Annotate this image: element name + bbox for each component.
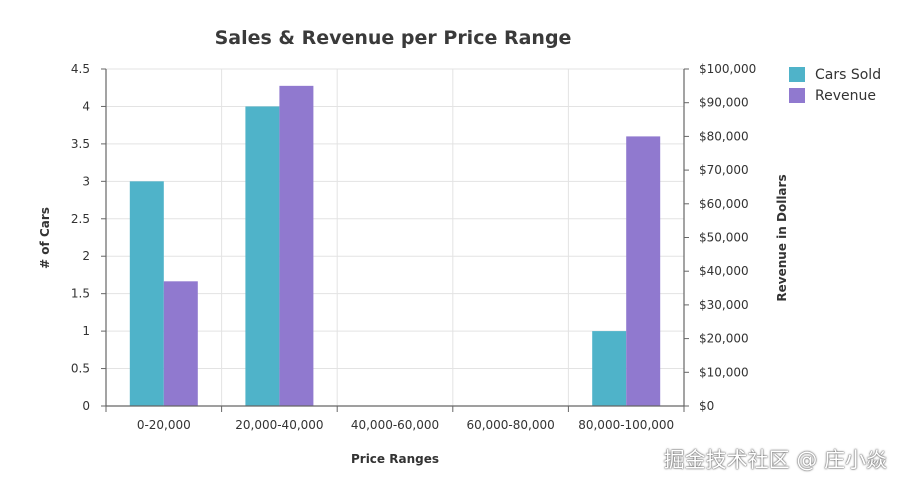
y-tick-label: 0.5 (71, 362, 90, 376)
legend-label: Cars Sold (815, 67, 881, 83)
y2-tick-label: $10,000 (699, 365, 749, 379)
y-tick-label: 4 (82, 99, 90, 113)
y2-tick-label: $0 (699, 399, 714, 413)
y2-tick-label: $50,000 (699, 231, 749, 245)
legend-swatch (789, 67, 805, 82)
bars (129, 85, 661, 406)
y-tick-label: 3 (82, 174, 90, 188)
y2-tick-label: $60,000 (699, 197, 749, 211)
y2-axis-title: Revenue in Dollars (775, 174, 789, 301)
y2-tick-label: $90,000 (699, 96, 749, 110)
y-tick-label: 1.5 (71, 287, 90, 301)
y-tick-label: 1 (82, 324, 90, 338)
x-tick-label: 20,000-40,000 (235, 418, 323, 432)
y2-tick-label: $30,000 (699, 298, 749, 312)
y2-tick-label: $70,000 (699, 163, 749, 177)
bar-revenue (626, 136, 661, 406)
watermark: 掘金技术社区 @ 庄小焱 (663, 448, 887, 472)
x-tick-label: 60,000-80,000 (466, 418, 554, 432)
bar-revenue (279, 85, 314, 406)
y-axis-title: # of Cars (38, 207, 52, 269)
grid (106, 68, 684, 406)
bar-cars-sold (245, 106, 280, 406)
chart-title: Sales & Revenue per Price Range (215, 27, 572, 49)
y2-tick-label: $20,000 (699, 332, 749, 346)
bar-cars-sold (129, 181, 164, 406)
legend-swatch (789, 88, 805, 103)
tick-labels: 0 0.5 1 1.5 2 2.5 3 3.5 4 4.5 $0 $10,000 $20,000 $30,… (71, 62, 756, 432)
legend: Cars Sold Revenue (789, 67, 881, 104)
y-tick-label: 0 (82, 399, 90, 413)
legend-label: Revenue (815, 88, 876, 104)
x-tick-label: 0-20,000 (137, 418, 191, 432)
bar-cars-sold (592, 331, 627, 406)
bar-revenue (163, 281, 198, 406)
y-tick-label: 2 (82, 249, 90, 263)
y-tick-label: 3.5 (71, 137, 90, 151)
y-tick-label: 4.5 (71, 62, 90, 76)
x-tick-label: 40,000-60,000 (351, 418, 439, 432)
y2-tick-label: $100,000 (699, 62, 756, 76)
y2-tick-label: $80,000 (699, 129, 749, 143)
x-axis-title: Price Ranges (351, 452, 439, 466)
x-tick-label: 80,000-100,000 (578, 418, 674, 432)
y-tick-label: 2.5 (71, 212, 90, 226)
axes (101, 68, 689, 412)
y2-tick-label: $40,000 (699, 264, 749, 278)
